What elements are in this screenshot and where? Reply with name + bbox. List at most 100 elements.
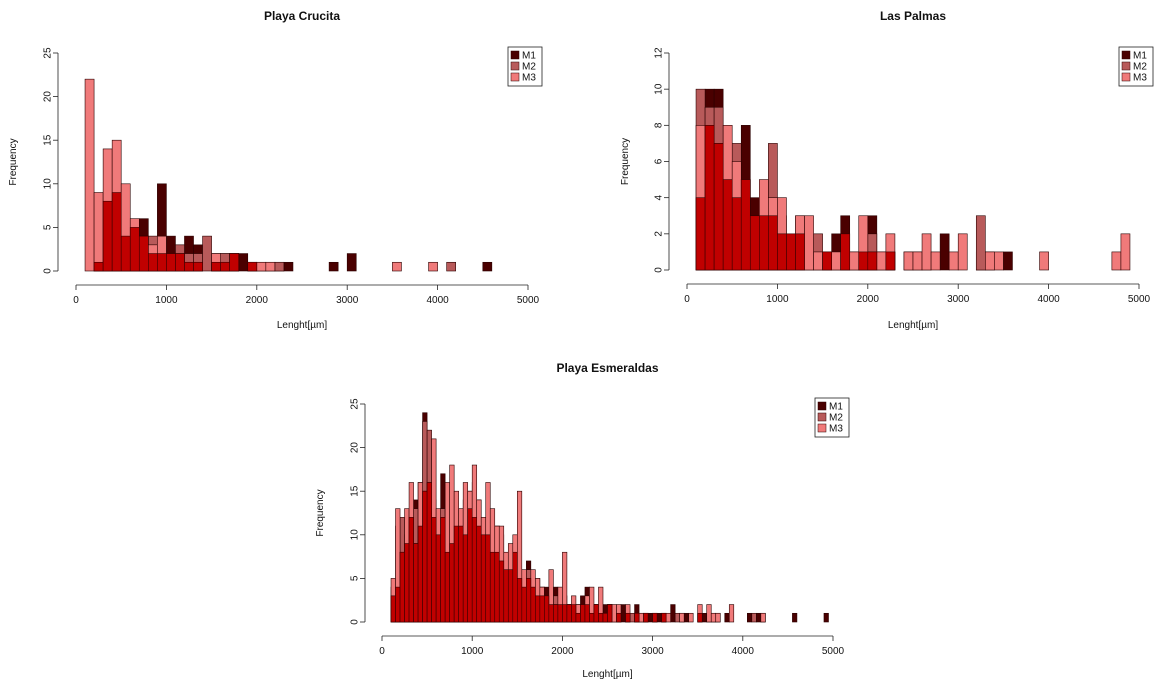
playa-esmeraldas-legend-swatch-m3 (817, 423, 827, 433)
las-palmas-y-axis: 0 2 4 6 8 10 12 (654, 47, 670, 273)
playa-esmeraldas-y-axis-label: Frequency (315, 489, 326, 536)
las-palmas-legend-label-m2: M2 (1133, 62, 1147, 73)
las-palmas-overlap-bar (786, 233, 796, 271)
las-palmas-bar-m3 (849, 251, 860, 271)
las-palmas-bar-m3 (985, 251, 995, 271)
playa-esmeraldas-legend-label-m1: M1 (829, 402, 843, 413)
playa-crucita-bar-m2 (446, 261, 456, 272)
playa-esmeraldas-overlap-bar (616, 612, 622, 623)
las-palmas-title: Las Palmas (880, 9, 946, 23)
playa-esmeraldas-overlap-layer (390, 482, 703, 623)
playa-crucita-legend-label-m1: M1 (522, 51, 536, 62)
las-palmas-y-tick-label: 8 (654, 122, 665, 128)
histogram-panel-las-palmas: 0 1000 2000 3000 4000 5000 0 2 4 6 8 10 12 Las Palmas… (620, 9, 1154, 331)
playa-esmeraldas-overlap-bar (553, 604, 559, 623)
playa-esmeraldas-overlap-bar (575, 612, 581, 623)
playa-esmeraldas-overlap-bar (467, 508, 473, 623)
playa-crucita-bar-m3 (392, 261, 402, 272)
playa-esmeraldas-bar-m1 (701, 612, 708, 623)
playa-crucita-y-axis-label: Frequency (8, 138, 19, 185)
playa-crucita-overlap-bar (138, 235, 149, 272)
playa-esmeraldas-overlap-bar (584, 604, 590, 623)
playa-esmeraldas-bar-m1 (823, 612, 829, 623)
playa-crucita-bar-m3 (428, 261, 438, 272)
playa-esmeraldas-bar-m3 (679, 612, 685, 623)
playa-esmeraldas-overlap-bar (417, 525, 423, 623)
playa-esmeraldas-bar-m1 (792, 612, 798, 623)
playa-crucita-overlap-bar (166, 253, 176, 272)
las-palmas-overlap-bar (840, 233, 851, 271)
playa-crucita-overlap-bar (229, 253, 240, 272)
las-palmas-x-tick-label: 2000 (857, 294, 880, 305)
playa-crucita-overlap-bar (220, 261, 230, 272)
playa-esmeraldas-overlap-bar (440, 517, 446, 623)
playa-esmeraldas-overlap-bar (697, 612, 703, 623)
playa-crucita-overlap-bar (111, 192, 122, 272)
playa-esmeraldas-x-tick-label: 3000 (641, 646, 664, 657)
playa-crucita-bar-m1 (328, 261, 339, 272)
playa-esmeraldas-overlap-bar (485, 534, 491, 623)
playa-esmeraldas-x-tick-label: 2000 (551, 646, 574, 657)
playa-crucita-overlap-bar (93, 261, 104, 272)
playa-crucita-legend-label-m2: M2 (522, 62, 536, 73)
playa-crucita-bar-m3 (84, 78, 95, 272)
playa-esmeraldas-y-axis: 0 5 10 15 20 25 (350, 398, 366, 625)
playa-crucita-y-tick-label: 5 (43, 224, 54, 230)
playa-crucita-overlap-bar (193, 261, 203, 272)
playa-esmeraldas-x-tick-label: 1000 (461, 646, 484, 657)
playa-esmeraldas-y-tick-label: 15 (350, 485, 361, 497)
playa-crucita-bar-m3 (93, 192, 104, 272)
las-palmas-bar-m3 (903, 251, 914, 271)
playa-esmeraldas-overlap-bar (602, 612, 608, 623)
playa-esmeraldas-y-tick-label: 20 (350, 442, 361, 454)
las-palmas-x-tick-label: 1000 (766, 294, 789, 305)
las-palmas-y-tick-label: 0 (654, 267, 665, 273)
playa-crucita-overlap-bar (120, 235, 131, 272)
las-palmas-overlap-bar (740, 179, 751, 271)
playa-esmeraldas-overlap-bar (535, 595, 541, 623)
playa-crucita-overlap-bar (247, 261, 258, 272)
playa-crucita-overlap-bar (184, 261, 194, 272)
playa-crucita-bar-m3 (265, 261, 276, 272)
las-palmas-legend-swatch-m1 (1121, 50, 1131, 60)
playa-esmeraldas-x-tick-label: 4000 (732, 646, 755, 657)
las-palmas-legend-label-m3: M3 (1133, 73, 1147, 84)
playa-esmeraldas-overlap-bar (462, 534, 468, 623)
playa-crucita-x-tick-label: 4000 (426, 295, 449, 306)
playa-esmeraldas-overlap-bar (589, 612, 595, 623)
playa-crucita-bar-m1 (346, 253, 357, 272)
playa-esmeraldas-overlap-bar (498, 560, 505, 623)
playa-esmeraldas-overlap-bar (453, 525, 459, 623)
las-palmas-legend-swatch-m2 (1121, 61, 1131, 71)
playa-esmeraldas-bar-m3 (710, 612, 717, 623)
las-palmas-bar-m3 (912, 251, 923, 271)
playa-crucita-bar-m2 (202, 235, 212, 272)
playa-crucita-y-tick-label: 0 (43, 268, 54, 274)
playa-crucita-y-tick-label: 20 (43, 91, 54, 103)
playa-crucita-y-tick-label: 10 (43, 178, 54, 190)
playa-esmeraldas-x-tick-label: 0 (379, 646, 385, 657)
playa-esmeraldas-overlap-bar (444, 551, 450, 623)
playa-esmeraldas-overlap-bar (390, 595, 396, 623)
playa-crucita-overlap-layer (93, 192, 258, 272)
las-palmas-legend-swatch-m3 (1121, 72, 1131, 82)
histogram-panel-playa-crucita: 0 1000 2000 3000 4000 5000 0 5 10 15 20 25 Playa Cru… (8, 9, 543, 331)
playa-esmeraldas-overlap-bar (625, 612, 631, 623)
playa-esmeraldas-x-axis-label: Lenght[µm] (582, 669, 632, 680)
las-palmas-bar-m3 (1039, 251, 1049, 271)
las-palmas-bar-m3 (1120, 233, 1131, 271)
las-palmas-bar-m3 (930, 251, 941, 271)
playa-crucita-legend-swatch-m2 (510, 61, 520, 71)
playa-esmeraldas-overlap-bar (661, 612, 667, 623)
las-palmas-x-axis-label: Lenght[µm] (888, 320, 938, 331)
playa-crucita-overlap-bar (211, 261, 221, 272)
playa-crucita-overlap-bar (102, 200, 113, 272)
las-palmas-overlap-bar (885, 251, 896, 271)
playa-esmeraldas-overlap-bar (652, 612, 658, 623)
playa-esmeraldas-overlap-bar (539, 595, 545, 623)
playa-esmeraldas-bar-m3 (638, 612, 644, 623)
